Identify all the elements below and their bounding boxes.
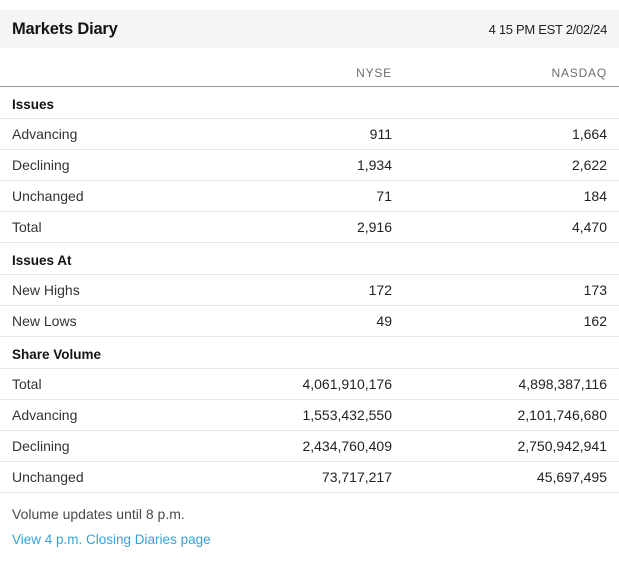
section-title-share-volume: Share Volume	[0, 337, 619, 369]
closing-diaries-link[interactable]: View 4 p.m. Closing Diaries page	[12, 532, 211, 547]
nasdaq-value: 1,664	[571, 126, 607, 142]
row-label: Declining	[12, 157, 70, 173]
column-header-row: NYSE NASDAQ	[0, 48, 619, 87]
row-label: Advancing	[12, 126, 78, 142]
nasdaq-value: 162	[583, 313, 607, 329]
nyse-value: 911	[369, 126, 392, 142]
nasdaq-value: 45,697,495	[536, 469, 607, 485]
row-label: Declining	[12, 438, 70, 454]
table-row: Declining 2,434,760,409 2,750,942,941	[0, 431, 619, 462]
row-label: Total	[12, 376, 42, 392]
row-label: New Lows	[12, 313, 77, 329]
table-row: Total 2,916 4,470	[0, 212, 619, 243]
column-header-nyse: NYSE	[356, 66, 392, 80]
table-row: New Lows 49 162	[0, 306, 619, 337]
section-title-issues: Issues	[0, 87, 619, 119]
column-header-nasdaq: NASDAQ	[551, 66, 607, 80]
footer: Volume updates until 8 p.m. View 4 p.m. …	[0, 506, 619, 549]
table-row: Advancing 1,553,432,550 2,101,746,680	[0, 400, 619, 431]
nasdaq-value: 184	[583, 188, 607, 204]
nyse-value: 4,061,910,176	[302, 376, 392, 392]
row-label: Total	[12, 219, 42, 235]
nyse-value: 2,916	[356, 219, 392, 235]
nasdaq-value: 2,622	[571, 157, 607, 173]
table-row: Declining 1,934 2,622	[0, 150, 619, 181]
nyse-value: 71	[376, 188, 392, 204]
table-row: Advancing 911 1,664	[0, 119, 619, 150]
section-title-issues-at: Issues At	[0, 243, 619, 275]
nasdaq-value: 4,470	[571, 219, 607, 235]
page-title: Markets Diary	[12, 19, 118, 38]
nasdaq-value: 173	[583, 282, 607, 298]
row-label: Unchanged	[12, 469, 84, 485]
row-label: New Highs	[12, 282, 80, 298]
row-label: Unchanged	[12, 188, 84, 204]
nasdaq-value: 2,101,746,680	[517, 407, 607, 423]
timestamp: 4 15 PM EST 2/02/24	[488, 21, 608, 37]
row-label: Advancing	[12, 407, 78, 423]
markets-table: Issues Advancing 911 1,664 Declining 1,934 2,6…	[0, 87, 619, 493]
nyse-value: 1,553,432,550	[302, 407, 392, 423]
nasdaq-value: 4,898,387,116	[518, 376, 608, 392]
table-row: New Highs 172 173	[0, 275, 619, 306]
column-header-spacer	[12, 80, 232, 86]
table-row: Total 4,061,910,176 4,898,387,116	[0, 369, 619, 400]
nyse-value: 49	[376, 313, 392, 329]
nyse-value: 2,434,760,409	[302, 438, 392, 454]
nyse-value: 1,934	[356, 157, 392, 173]
nasdaq-value: 2,750,942,941	[517, 438, 607, 454]
table-row: Unchanged 71 184	[0, 181, 619, 212]
footer-note: Volume updates until 8 p.m.	[12, 506, 185, 522]
header-band: Markets Diary 4 15 PM EST 2/02/24	[0, 10, 619, 48]
nyse-value: 73,717,217	[321, 469, 392, 485]
table-row: Unchanged 73,717,217 45,697,495	[0, 462, 619, 493]
nyse-value: 172	[368, 282, 392, 298]
